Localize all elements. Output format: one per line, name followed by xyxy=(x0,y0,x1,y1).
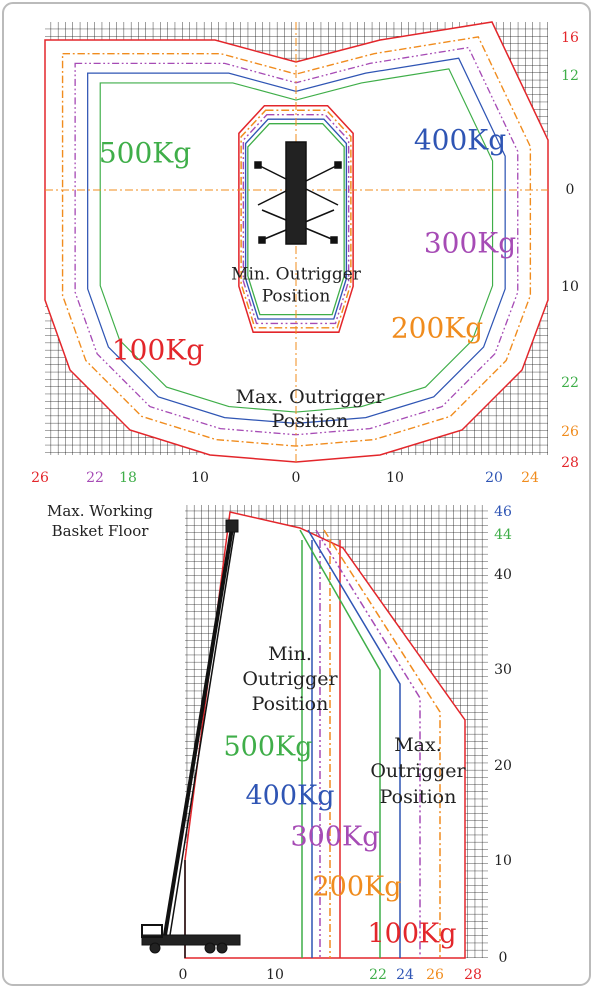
load-label: 100Kg xyxy=(368,919,457,950)
max-contour xyxy=(61,36,532,447)
min-contour xyxy=(242,114,350,325)
min-contour xyxy=(240,109,352,329)
right-tick-label: 0 xyxy=(566,182,575,198)
max-contour xyxy=(74,46,519,436)
bottom-tick-label: 24 xyxy=(396,967,414,983)
max-label: Max. Outrigger xyxy=(236,386,386,408)
bottom-tick-label: 22 xyxy=(86,470,104,486)
max-label: Position xyxy=(380,786,457,808)
min-label: Min. xyxy=(268,643,312,665)
right-tick-label: 12 xyxy=(561,68,579,84)
min-label: Min. Outrigger xyxy=(231,265,362,285)
max-line xyxy=(299,529,381,958)
max-line xyxy=(323,529,441,958)
right-tick-label: 10 xyxy=(494,853,512,869)
labels: 16 12 0 10 22 26 28 26 22 18 10 0 10 20 24 500Kg 400Kg 30… xyxy=(31,30,579,983)
min-contour xyxy=(238,104,354,333)
right-tick-label: 44 xyxy=(494,527,512,543)
right-tick-label: 20 xyxy=(494,758,512,774)
truck-plan xyxy=(254,141,342,245)
bottom-tick-label: 0 xyxy=(292,470,301,486)
min-contour xyxy=(244,118,348,320)
bottom-tick-label: 28 xyxy=(464,967,482,983)
bottom-tick-label: 10 xyxy=(386,470,404,486)
right-tick-label: 28 xyxy=(561,455,579,471)
right-tick-label: 16 xyxy=(561,30,579,46)
bottom-tick-label: 10 xyxy=(266,967,284,983)
bottom-tick-label: 18 xyxy=(119,470,137,486)
min-label: Position xyxy=(262,287,331,307)
side-contours xyxy=(299,529,441,958)
load-label: 100Kg xyxy=(112,334,204,367)
bottom-tick-label: 26 xyxy=(426,967,444,983)
load-label: 300Kg xyxy=(424,227,516,260)
load-label: 400Kg xyxy=(414,124,506,157)
right-tick-label: 30 xyxy=(494,662,512,678)
right-tick-label: 40 xyxy=(494,567,512,583)
bottom-tick-label: 22 xyxy=(369,967,387,983)
load-label: 200Kg xyxy=(313,872,402,903)
side-envelope xyxy=(184,511,466,959)
right-tick-label: 0 xyxy=(499,950,508,966)
max-label: Max. xyxy=(394,734,442,756)
bottom-tick-label: 24 xyxy=(521,470,539,486)
max-label: Outrigger xyxy=(370,760,466,782)
load-label: 500Kg xyxy=(224,732,313,763)
max-line xyxy=(315,529,421,958)
right-tick-label: 10 xyxy=(561,279,579,295)
load-label: 300Kg xyxy=(291,822,380,853)
max-contour xyxy=(87,57,506,425)
basket-label: Basket Floor xyxy=(52,522,150,540)
min-contour xyxy=(247,123,345,316)
max-contour xyxy=(99,68,494,413)
load-label: 500Kg xyxy=(99,137,191,170)
bottom-tick-label: 10 xyxy=(191,470,209,486)
bottom-tick-label: 26 xyxy=(31,470,49,486)
bottom-tick-label: 20 xyxy=(485,470,503,486)
bottom-tick-label: 0 xyxy=(179,967,188,983)
truck-side xyxy=(141,519,241,954)
max-line xyxy=(307,529,401,958)
right-tick-label: 26 xyxy=(561,424,579,440)
load-label: 200Kg xyxy=(391,312,483,345)
load-label: 400Kg xyxy=(246,781,335,812)
plan-contours xyxy=(61,36,532,447)
min-label: Position xyxy=(252,693,329,715)
min-label: Outrigger xyxy=(242,668,338,690)
right-tick-label: 22 xyxy=(561,375,579,391)
basket-label: Max. Working xyxy=(47,502,153,520)
max-label: Position xyxy=(272,410,349,432)
right-tick-label: 46 xyxy=(494,504,512,520)
